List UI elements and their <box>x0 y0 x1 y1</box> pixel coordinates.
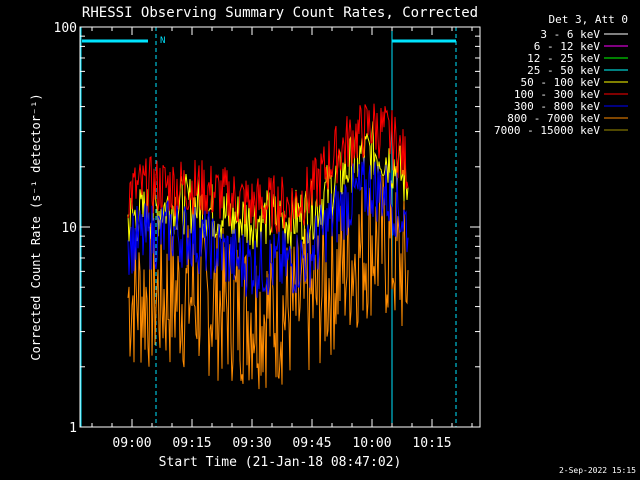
legend-label: 25 - 50 keV <box>527 64 600 77</box>
x-tick-label: 10:15 <box>412 436 451 451</box>
x-tick-label: 09:45 <box>292 436 331 451</box>
legend-title: Det 3, Att 0 <box>549 13 628 26</box>
legend-label: 3 - 6 keV <box>540 28 600 41</box>
series-line-800-7000- <box>127 174 409 390</box>
x-tick-label: 09:30 <box>232 436 271 451</box>
series-line-100-300- <box>127 103 409 234</box>
series-line-300-800- <box>127 157 409 298</box>
legend-label: 7000 - 15000 keV <box>494 124 600 137</box>
y-tick-label: 100 <box>54 21 77 36</box>
y-tick-label: 1 <box>69 421 77 436</box>
legend-label: 800 - 7000 keV <box>507 112 600 125</box>
axis-ticks: 1 10 100 09:00 09:15 09:30 09:45 10:00 10:15 <box>54 21 480 451</box>
legend-label: 100 - 300 keV <box>514 88 600 101</box>
x-axis-label: Start Time (21-Jan-18 08:47:02) <box>159 455 402 470</box>
legend-label: 12 - 25 keV <box>527 52 600 65</box>
legend-label: 300 - 800 keV <box>514 100 600 113</box>
x-tick-label: 10:00 <box>352 436 391 451</box>
annotation-n: N <box>160 36 165 46</box>
legend-label: 50 - 100 keV <box>521 76 601 89</box>
footer-date: 2-Sep-2022 15:15 <box>559 466 636 475</box>
x-tick-label: 09:15 <box>172 436 211 451</box>
y-axis-label: Corrected Count Rate (s⁻¹ detector⁻¹) <box>29 93 43 360</box>
plot-layer: N <box>80 27 457 427</box>
y-tick-label: 10 <box>61 221 77 236</box>
x-tick-label: 09:00 <box>112 436 151 451</box>
legend-label: 6 - 12 keV <box>534 40 601 53</box>
chart-title: RHESSI Observing Summary Count Rates, Co… <box>82 5 478 21</box>
